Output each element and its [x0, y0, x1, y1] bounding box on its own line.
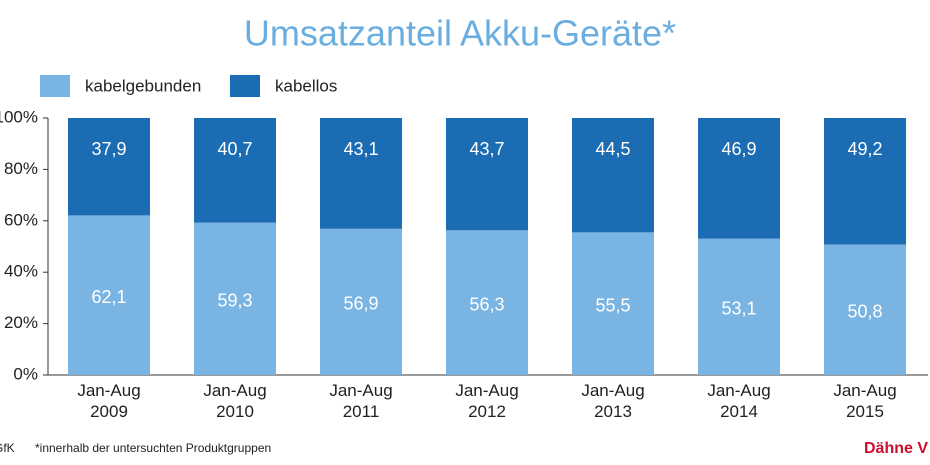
- bar-segment: [194, 118, 276, 223]
- bar-segment: [572, 232, 654, 375]
- bar-segment: [320, 118, 402, 229]
- y-tick-label: 100%: [0, 107, 38, 126]
- value-label: 55,5: [595, 295, 630, 315]
- value-label: 56,9: [343, 294, 378, 314]
- source: GfK: [0, 441, 15, 455]
- legend-label: kabellos: [275, 76, 337, 95]
- value-label: 46,9: [721, 139, 756, 159]
- bar-segment: [572, 118, 654, 233]
- y-tick-label: 0%: [13, 364, 38, 383]
- value-label: 40,7: [217, 139, 252, 159]
- bar-segment: [194, 222, 276, 375]
- y-tick-label: 20%: [4, 313, 38, 332]
- x-tick-label: Jan-Aug 2014: [707, 381, 771, 421]
- value-label: 56,3: [469, 294, 504, 314]
- bar-segment: [698, 118, 780, 239]
- value-label: 49,2: [847, 139, 882, 159]
- value-label: 50,8: [847, 301, 882, 321]
- legend-swatch: [230, 75, 260, 97]
- value-label: 59,3: [217, 291, 252, 311]
- y-tick-label: 60%: [4, 210, 38, 229]
- value-label: 43,7: [469, 139, 504, 159]
- bar-segment: [824, 244, 906, 375]
- publisher: Dähne V: [864, 440, 928, 457]
- bar-segment: [698, 238, 780, 375]
- x-tick-label: Jan-Aug 2015: [833, 381, 897, 421]
- bar-segment: [824, 118, 906, 245]
- x-tick-label: Jan-Aug 2011: [329, 381, 393, 421]
- x-tick-label: Jan-Aug 2010: [203, 381, 267, 421]
- y-tick-label: 40%: [4, 262, 38, 281]
- value-label: 53,1: [721, 299, 756, 319]
- chart-title: Umsatzanteil Akku-Geräte*: [244, 13, 676, 54]
- value-label: 43,1: [343, 139, 378, 159]
- x-tick-label: Jan-Aug 2009: [77, 381, 141, 421]
- y-tick-label: 80%: [4, 159, 38, 178]
- value-label: 62,1: [91, 287, 126, 307]
- bar-segment: [446, 230, 528, 375]
- value-label: 44,5: [595, 139, 630, 159]
- bar-segment: [68, 215, 150, 375]
- bar-segment: [320, 228, 402, 375]
- x-tick-label: Jan-Aug 2013: [581, 381, 645, 421]
- legend-label: kabelgebunden: [85, 76, 201, 95]
- bar-segment: [68, 118, 150, 216]
- bar-segment: [446, 118, 528, 231]
- legend-swatch: [40, 75, 70, 97]
- footnote: *innerhalb der untersuchten Produktgrupp…: [35, 441, 271, 455]
- x-tick-label: Jan-Aug 2012: [455, 381, 519, 421]
- value-label: 37,9: [91, 139, 126, 159]
